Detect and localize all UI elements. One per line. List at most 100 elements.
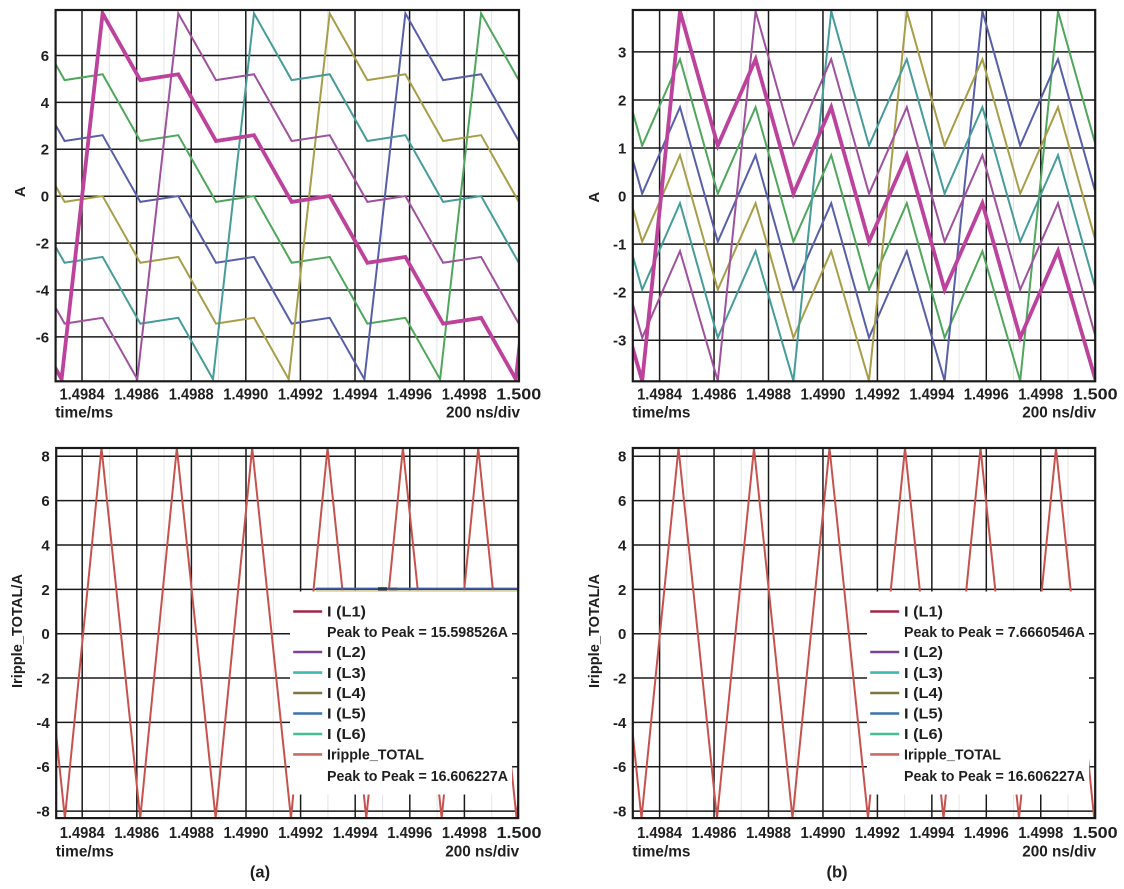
svg-text:(b): (b): [826, 864, 847, 882]
svg-text:-8: -8: [613, 804, 626, 821]
svg-text:1.4996: 1.4996: [387, 825, 432, 842]
svg-text:1.4986: 1.4986: [692, 825, 737, 842]
svg-text:time/ms: time/ms: [56, 844, 114, 861]
svg-text:-2: -2: [36, 670, 49, 687]
svg-text:1.4988: 1.4988: [169, 825, 214, 842]
svg-text:8: 8: [618, 449, 626, 466]
svg-text:1.4992: 1.4992: [855, 825, 900, 842]
svg-text:2: 2: [618, 92, 626, 109]
svg-text:-3: -3: [613, 333, 626, 350]
svg-text:1.4990: 1.4990: [224, 825, 269, 842]
svg-text:200 ns/div: 200 ns/div: [1022, 844, 1096, 861]
svg-text:1.4986: 1.4986: [114, 386, 159, 403]
svg-text:-6: -6: [36, 329, 49, 346]
svg-text:1.4996: 1.4996: [964, 386, 1009, 403]
svg-text:I (L4): I (L4): [904, 686, 943, 702]
svg-text:-2: -2: [36, 236, 49, 253]
svg-text:0: 0: [618, 626, 626, 643]
svg-text:1.4990: 1.4990: [223, 386, 268, 403]
svg-text:200 ns/div: 200 ns/div: [446, 405, 520, 422]
svg-text:1.4988: 1.4988: [746, 386, 791, 403]
svg-text:A: A: [586, 192, 603, 203]
svg-text:I (L1): I (L1): [327, 605, 366, 621]
svg-text:1.4988: 1.4988: [169, 386, 214, 403]
svg-text:Peak to Peak = 16.606227A: Peak to Peak = 16.606227A: [327, 769, 509, 785]
svg-text:Iripple_TOTAL: Iripple_TOTAL: [904, 747, 1001, 764]
svg-text:Iripple_TOTAL: Iripple_TOTAL: [327, 747, 424, 764]
svg-text:0: 0: [41, 189, 49, 206]
svg-text:1.4996: 1.4996: [964, 825, 1009, 842]
svg-text:2: 2: [618, 582, 626, 599]
svg-text:Peak to Peak = 16.606227A: Peak to Peak = 16.606227A: [904, 769, 1086, 785]
svg-text:1.4992: 1.4992: [855, 386, 900, 403]
svg-text:-8: -8: [36, 804, 49, 821]
svg-text:2: 2: [41, 582, 49, 599]
svg-text:1.4984: 1.4984: [60, 825, 105, 842]
svg-text:-6: -6: [36, 759, 49, 776]
svg-text:1.4996: 1.4996: [387, 386, 432, 403]
svg-text:1.500: 1.500: [1073, 386, 1118, 403]
svg-text:8: 8: [41, 449, 49, 466]
svg-text:Peak to Peak = 7.6660546A: Peak to Peak = 7.6660546A: [904, 625, 1086, 641]
svg-text:1.500: 1.500: [497, 825, 542, 842]
svg-text:6: 6: [618, 493, 626, 510]
svg-text:1.4998: 1.4998: [442, 825, 487, 842]
svg-text:1.4990: 1.4990: [800, 386, 845, 403]
svg-text:I (L1): I (L1): [904, 605, 943, 621]
svg-text:I (L5): I (L5): [904, 707, 943, 723]
svg-text:I (L2): I (L2): [327, 645, 366, 661]
svg-text:-4: -4: [36, 715, 50, 732]
svg-text:I (L6): I (L6): [904, 727, 943, 743]
svg-text:4: 4: [41, 537, 50, 554]
svg-text:(a): (a): [250, 864, 270, 882]
svg-text:3: 3: [618, 44, 626, 61]
svg-text:1.4986: 1.4986: [692, 386, 737, 403]
svg-text:1.4992: 1.4992: [278, 825, 323, 842]
svg-text:1.4998: 1.4998: [442, 386, 487, 403]
svg-text:1.4994: 1.4994: [333, 825, 378, 842]
svg-text:-6: -6: [613, 759, 626, 776]
svg-text:200 ns/div: 200 ns/div: [445, 844, 519, 861]
svg-text:2: 2: [41, 142, 49, 159]
svg-text:Iripple_TOTAL/A: Iripple_TOTAL/A: [9, 574, 26, 688]
svg-text:1.500: 1.500: [496, 386, 541, 403]
svg-text:-4: -4: [613, 715, 627, 732]
svg-text:-4: -4: [36, 282, 50, 299]
svg-text:1.4994: 1.4994: [909, 386, 954, 403]
svg-text:-2: -2: [613, 670, 626, 687]
svg-text:1.4994: 1.4994: [333, 386, 378, 403]
svg-text:4: 4: [618, 537, 627, 554]
svg-text:1.4984: 1.4984: [637, 386, 682, 403]
svg-text:1.4998: 1.4998: [1018, 825, 1063, 842]
svg-text:Iripple_TOTAL/A: Iripple_TOTAL/A: [586, 574, 603, 688]
svg-text:1.4990: 1.4990: [800, 825, 845, 842]
svg-text:1.4998: 1.4998: [1018, 386, 1063, 403]
svg-text:I (L4): I (L4): [327, 686, 366, 702]
svg-text:1.4986: 1.4986: [114, 825, 159, 842]
svg-text:1.4988: 1.4988: [746, 825, 791, 842]
svg-text:6: 6: [41, 493, 49, 510]
svg-text:I (L5): I (L5): [327, 707, 366, 723]
svg-text:1.4994: 1.4994: [909, 825, 954, 842]
svg-text:1.4984: 1.4984: [60, 386, 105, 403]
svg-text:4: 4: [41, 95, 50, 112]
svg-text:A: A: [12, 186, 29, 197]
svg-text:200 ns/div: 200 ns/div: [1022, 405, 1096, 422]
svg-text:0: 0: [618, 188, 626, 205]
svg-text:-2: -2: [613, 285, 626, 302]
svg-text:time/ms: time/ms: [632, 844, 690, 861]
svg-text:I (L3): I (L3): [327, 666, 366, 682]
svg-text:I (L3): I (L3): [904, 666, 943, 682]
svg-text:I (L6): I (L6): [327, 727, 366, 743]
svg-text:1.500: 1.500: [1073, 825, 1118, 842]
svg-text:time/ms: time/ms: [55, 405, 113, 422]
svg-text:time/ms: time/ms: [632, 405, 690, 422]
svg-text:1: 1: [618, 140, 626, 157]
svg-text:Peak to Peak = 15.598526A: Peak to Peak = 15.598526A: [327, 625, 509, 641]
svg-text:1.4984: 1.4984: [637, 825, 682, 842]
svg-text:0: 0: [41, 626, 49, 643]
svg-text:1.4992: 1.4992: [278, 386, 323, 403]
svg-text:-1: -1: [613, 237, 626, 254]
svg-text:6: 6: [41, 48, 49, 65]
svg-text:I (L2): I (L2): [904, 645, 943, 661]
